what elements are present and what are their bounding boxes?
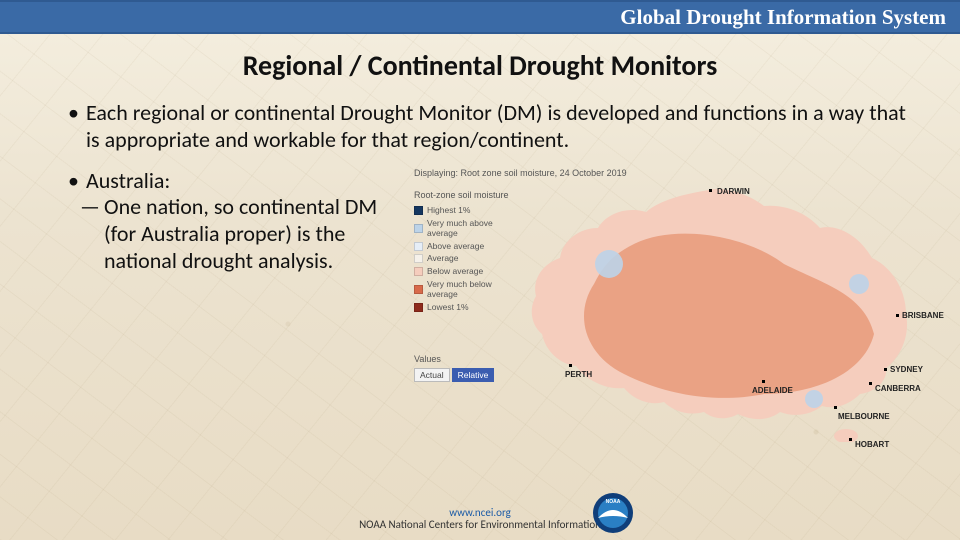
city-label: HOBART <box>855 440 889 450</box>
emdash-icon: — <box>80 194 104 221</box>
city-label: MELBOURNE <box>838 412 890 422</box>
city-dot <box>834 406 837 409</box>
slide-subtitle: Regional / Continental Drought Monitors <box>0 48 960 83</box>
noaa-logo-label: NOAA <box>606 499 621 505</box>
legend-label: Below average <box>427 266 483 277</box>
legend-swatch <box>414 224 423 233</box>
legend-row: Average <box>414 253 509 264</box>
legend-row: Above average <box>414 241 509 252</box>
legend-label: Average <box>427 253 459 264</box>
values-toggle: Actual Relative <box>414 368 494 382</box>
legend: Root-zone soil moisture Highest 1% Very m… <box>414 190 509 315</box>
city-label: ADELAIDE <box>752 386 793 396</box>
legend-row: Very much above average <box>414 218 509 239</box>
wet-spot <box>849 274 869 294</box>
footer-org: NOAA National Centers for Environmental … <box>359 518 601 531</box>
bullet-mark-icon: • <box>68 168 86 195</box>
slide: Global Drought Information System Region… <box>0 0 960 540</box>
city-dot <box>884 368 887 371</box>
bullet-2-body-line: — One nation, so continental DM (for Aus… <box>104 194 406 274</box>
bullet-mark-icon: • <box>68 100 86 127</box>
values-block: Values Actual Relative <box>414 354 494 382</box>
australia-map-svg <box>514 184 919 442</box>
legend-label: Lowest 1% <box>427 302 469 313</box>
displaying-value: Root zone soil moisture, 24 October 2019 <box>461 168 627 178</box>
city-label: CANBERRA <box>875 384 921 394</box>
city-dot <box>762 380 765 383</box>
values-label: Values <box>414 354 494 365</box>
relative-button[interactable]: Relative <box>452 368 495 382</box>
legend-row: Below average <box>414 266 509 277</box>
displaying-label: Displaying: <box>414 168 458 178</box>
city-dot <box>869 382 872 385</box>
city-label: PERTH <box>565 370 592 380</box>
bullet-2-body: One nation, so continental DM (for Austr… <box>104 193 377 274</box>
legend-row: Lowest 1% <box>414 302 509 313</box>
legend-swatch <box>414 206 423 215</box>
bullet-2-column: • Australia: — One nation, so continenta… <box>86 168 406 275</box>
legend-swatch <box>414 254 423 263</box>
bullet-1-text: Each regional or continental Drought Mon… <box>86 99 906 153</box>
wet-spot <box>595 250 623 278</box>
australia-chart: Displaying: Root zone soil moisture, 24 … <box>414 168 934 448</box>
city-dot <box>896 314 899 317</box>
city-label: SYDNEY <box>890 365 923 375</box>
legend-label: Above average <box>427 241 484 252</box>
australia-map: DARWINBRISBANEPERTHADELAIDESYDNEYCANBERR… <box>514 184 919 442</box>
row-two: • Australia: — One nation, so continenta… <box>86 168 920 275</box>
legend-swatch <box>414 267 423 276</box>
bullet-2-head-line: • Australia: <box>86 168 406 195</box>
legend-row: Highest 1% <box>414 205 509 216</box>
title-bar-text: Global Drought Information System <box>620 5 946 30</box>
city-dot <box>709 189 712 192</box>
city-label: DARWIN <box>717 187 750 197</box>
legend-swatch <box>414 242 423 251</box>
legend-label: Very much above average <box>427 218 509 239</box>
actual-button[interactable]: Actual <box>414 368 450 382</box>
legend-label: Very much below average <box>427 279 509 300</box>
displaying-line: Displaying: Root zone soil moisture, 24 … <box>414 168 934 179</box>
noaa-logo-icon: NOAA <box>592 492 634 534</box>
legend-row: Very much below average <box>414 279 509 300</box>
city-dot <box>849 438 852 441</box>
body-content: • Each regional or continental Drought M… <box>86 100 920 275</box>
legend-label: Highest 1% <box>427 205 470 216</box>
footer-url: www.ncei.org <box>449 506 511 519</box>
legend-title: Root-zone soil moisture <box>414 190 509 201</box>
chart-column: Displaying: Root zone soil moisture, 24 … <box>414 168 920 275</box>
title-bar: Global Drought Information System <box>0 0 960 34</box>
bullet-2-head: Australia: <box>86 167 170 194</box>
legend-swatch <box>414 285 423 294</box>
city-dot <box>569 364 572 367</box>
city-label: BRISBANE <box>902 311 944 321</box>
wet-spot <box>805 390 823 408</box>
bullet-1: • Each regional or continental Drought M… <box>86 100 920 154</box>
footer: www.ncei.org NOAA National Centers for E… <box>0 507 960 532</box>
legend-swatch <box>414 303 423 312</box>
